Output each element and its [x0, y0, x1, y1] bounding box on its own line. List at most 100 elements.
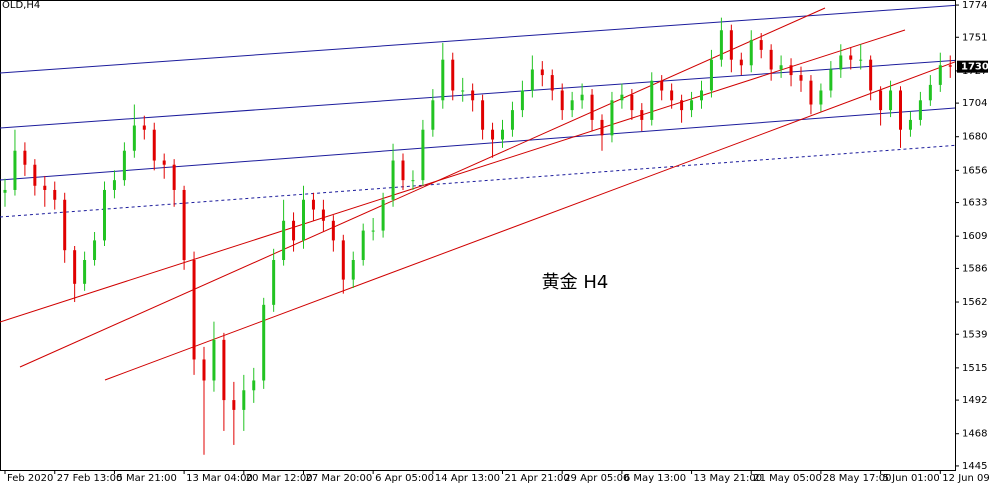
- candle-body: [391, 160, 395, 200]
- candle-body: [600, 119, 604, 136]
- candle-body: [769, 49, 773, 70]
- dashed-line: [0, 144, 955, 218]
- candle-body: [918, 100, 922, 120]
- candle-body: [650, 80, 654, 120]
- candle-body: [749, 40, 753, 66]
- candle-body: [580, 94, 584, 101]
- candle-body: [938, 65, 942, 85]
- trend-lines: [0, 4, 955, 381]
- x-tick-label: 20 Mar 12:00: [246, 473, 313, 483]
- candle-body: [23, 150, 27, 165]
- candle-body: [122, 150, 126, 181]
- last-price-label: 1730: [961, 62, 989, 73]
- candle-body: [63, 199, 67, 251]
- x-tick-label: 5 Jun 01:00: [883, 473, 940, 483]
- candle-body: [222, 339, 226, 401]
- candle-body: [13, 150, 17, 190]
- candle-body: [351, 260, 355, 280]
- candle-body: [471, 90, 475, 101]
- candle-body: [540, 69, 544, 76]
- candle-body: [33, 164, 37, 186]
- candle-body: [510, 110, 514, 130]
- candle-body: [630, 94, 634, 111]
- candle-body: [829, 69, 833, 91]
- x-tick-label: 12 Jun 09: [942, 473, 989, 483]
- candle-body: [361, 230, 365, 261]
- y-tick-label: 1656: [962, 165, 987, 176]
- y-tick-label: 1633: [962, 198, 987, 209]
- x-tick-label: 6 Apr 05:00: [375, 473, 434, 483]
- candle-body: [132, 125, 136, 151]
- candle-body: [680, 100, 684, 111]
- candle-body: [640, 110, 644, 120]
- channel-line: [0, 107, 955, 181]
- y-tick-label: 1492: [962, 395, 987, 406]
- candle-body: [212, 339, 216, 381]
- chart-title: OLD,H4: [2, 0, 40, 11]
- candle-body: [709, 59, 713, 91]
- candle-body: [83, 260, 87, 284]
- candle-body: [859, 59, 863, 61]
- x-tick-label: Feb 2020: [7, 473, 53, 483]
- candle-body: [411, 180, 415, 182]
- candle-body: [501, 129, 504, 140]
- candle-body: [660, 80, 664, 91]
- candle-body: [889, 90, 893, 111]
- candle-body: [292, 220, 296, 241]
- candle-body: [321, 209, 325, 221]
- candle-body: [53, 189, 57, 200]
- candle-body: [401, 160, 405, 181]
- candle-body: [103, 189, 106, 241]
- candle-body: [570, 100, 574, 111]
- candle-body: [899, 90, 902, 130]
- candle-body: [202, 359, 206, 381]
- candle-body: [670, 90, 674, 101]
- candle-body: [421, 129, 425, 181]
- candle-body: [262, 304, 266, 381]
- candle-body: [73, 250, 77, 284]
- candle-body: [461, 90, 465, 92]
- y-tick-label: 1562: [962, 297, 987, 308]
- candle-body: [93, 240, 97, 261]
- candle-body: [550, 75, 554, 91]
- candle-body: [809, 80, 813, 105]
- candle-body: [839, 55, 843, 70]
- candle-body: [590, 94, 594, 120]
- candle-body: [242, 390, 246, 410]
- candle-body: [819, 90, 823, 105]
- candle-body: [282, 220, 286, 261]
- candle-body: [152, 129, 156, 161]
- candle-body: [610, 100, 614, 136]
- x-tick-label: 5 Mar 21:00: [116, 473, 176, 483]
- candle-body: [700, 90, 703, 101]
- candle-body: [431, 100, 435, 130]
- candle-body: [719, 30, 723, 60]
- candle-body: [441, 59, 445, 101]
- red-channel-line: [104, 61, 955, 381]
- candle-body: [142, 125, 146, 130]
- candle-body: [182, 189, 186, 261]
- candle-body: [481, 100, 485, 130]
- y-tick-label: 1774: [962, 0, 987, 11]
- candle-body: [879, 90, 883, 111]
- y-tick-label: 1468: [962, 429, 987, 440]
- x-tick-label: 14 Apr 13:00: [435, 473, 500, 483]
- x-tick-label: 28 May 17:00: [823, 473, 892, 483]
- candle-body: [3, 189, 7, 193]
- candle-body: [232, 400, 236, 410]
- candle-body: [162, 160, 166, 165]
- candle-body: [112, 180, 116, 190]
- candle-body: [948, 65, 952, 67]
- watermark: 黄金 H4: [542, 272, 609, 293]
- candle-body: [928, 84, 932, 101]
- candle-body: [739, 59, 743, 66]
- candle-body: [759, 40, 763, 50]
- red-channel-line: [19, 7, 826, 368]
- candle-body: [779, 65, 783, 70]
- candle-body: [690, 100, 694, 111]
- candle-body: [729, 30, 733, 60]
- y-tick-label: 1586: [962, 263, 987, 274]
- y-tick-label: 1445: [962, 461, 987, 472]
- y-tick-label: 1751: [962, 32, 987, 43]
